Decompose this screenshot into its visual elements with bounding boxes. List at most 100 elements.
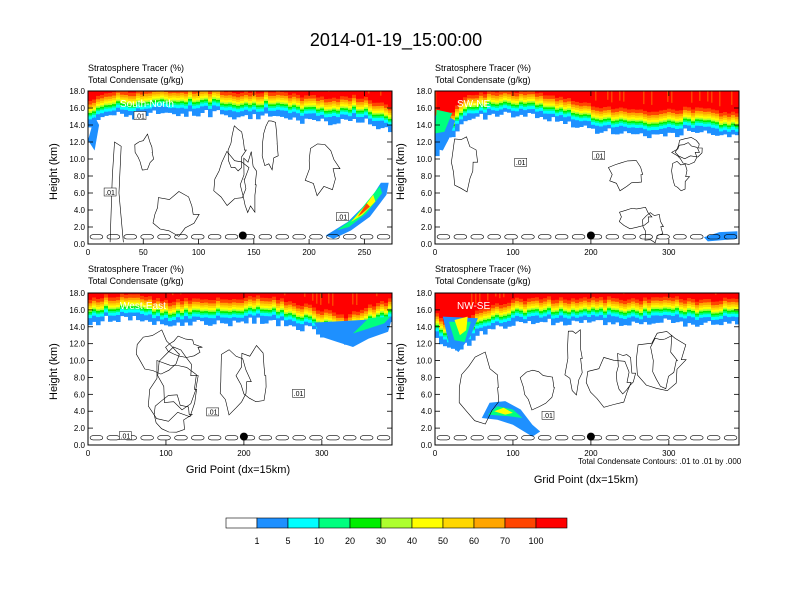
tracer-cell — [515, 305, 520, 309]
tracer-cell — [627, 305, 632, 308]
tracer-cell — [292, 318, 297, 322]
tracer-cell — [312, 95, 317, 99]
condensate-contour — [134, 133, 154, 171]
tracer-cell — [256, 295, 261, 300]
panel-3-xlabel: Grid Point (dx=15km) — [185, 464, 291, 476]
tracer-cell — [312, 293, 317, 308]
tracer-cell — [567, 310, 572, 313]
tracer-cell — [108, 111, 113, 116]
tracer-cell — [176, 100, 181, 103]
tracer-cell — [603, 309, 608, 312]
tracer-cell — [595, 117, 600, 120]
tracer-cell — [372, 102, 377, 107]
tracer-cell — [228, 318, 233, 327]
tracer-cell — [723, 112, 728, 116]
tracer-cell — [156, 98, 161, 101]
tracer-cell — [531, 313, 536, 317]
tracer-cell — [148, 304, 153, 307]
tracer-cell — [435, 325, 440, 327]
tracer-cell — [268, 104, 273, 107]
tracer-cell — [439, 329, 444, 332]
tracer-cell — [651, 307, 656, 310]
tracer-cell — [595, 308, 600, 311]
tracer-cell — [539, 314, 544, 318]
tracer-cell — [136, 91, 141, 94]
tracer-cell — [96, 101, 101, 105]
tracer-cell — [192, 96, 197, 99]
tracer-cell — [659, 125, 664, 130]
tracer-cell — [176, 293, 181, 300]
tracer-cell — [364, 105, 369, 108]
tracer-cell — [575, 299, 580, 304]
tracer-cell — [256, 298, 261, 302]
tracer-cell — [435, 326, 440, 329]
tracer-cell — [543, 105, 548, 108]
tracer-cell — [551, 306, 556, 309]
tracer-cell — [499, 103, 504, 106]
tracer-cell — [479, 106, 484, 108]
tracer-cell — [611, 298, 616, 302]
tracer-cell — [627, 311, 632, 314]
tracer-cell — [487, 96, 492, 99]
tracer-cell — [687, 107, 692, 111]
tracer-cell — [356, 110, 361, 113]
tracer-cell — [288, 102, 293, 106]
tracer-cell — [495, 98, 500, 101]
tracer-cell — [324, 319, 329, 322]
tracer-cell — [639, 121, 644, 124]
tracer-cell — [567, 318, 572, 325]
tracer-cell — [459, 107, 464, 110]
tracer-cell — [603, 311, 608, 314]
x-tick-label: 300 — [662, 248, 676, 257]
tracer-cell — [320, 102, 325, 105]
tracer-cell — [567, 110, 572, 112]
tracer-cell — [531, 104, 536, 107]
tracer-cell — [583, 116, 588, 118]
tracer-cell — [268, 306, 273, 309]
tracer-cell — [332, 109, 337, 112]
tracer-cell — [196, 306, 201, 309]
tracer-cell — [703, 116, 708, 119]
tracer-cell — [380, 116, 385, 119]
panel-3-title-line-1: Stratosphere Tracer (%) — [88, 264, 185, 274]
tracer-cell — [160, 91, 165, 94]
tracer-cell — [711, 317, 716, 321]
tracer-cell — [268, 304, 273, 307]
tracer-cell — [599, 302, 604, 306]
tracer-cell — [208, 310, 213, 313]
tracer-cell — [252, 109, 257, 115]
tracer-cell — [288, 313, 293, 316]
condensate-contour — [376, 435, 391, 441]
tracer-cell — [615, 304, 620, 307]
tracer-cell — [284, 98, 289, 101]
tracer-cell — [667, 124, 672, 128]
tracer-cell — [719, 316, 724, 320]
panel-1-title-line-1: Stratosphere Tracer (%) — [88, 63, 185, 73]
condensate-contour — [674, 137, 703, 160]
tracer-cell — [643, 307, 648, 310]
tracer-cell — [707, 307, 712, 310]
condensate-contour — [123, 234, 137, 240]
tracer-cell — [300, 112, 305, 117]
tracer-cell — [248, 304, 253, 307]
tracer-cell — [719, 126, 724, 129]
tracer-cell — [439, 326, 444, 329]
tracer-cell — [312, 108, 317, 111]
tracer-cell — [571, 311, 576, 314]
tracer-cell — [88, 293, 93, 301]
tracer-cell — [611, 301, 616, 305]
tracer-cell — [324, 317, 329, 320]
tracer-cell — [344, 293, 349, 319]
tracer-cell — [132, 96, 137, 100]
tracer-cell — [256, 310, 261, 314]
tracer-cell — [459, 119, 464, 125]
condensate-contour — [109, 141, 124, 243]
tracer-cell — [148, 98, 153, 101]
tracer-cell — [388, 306, 392, 309]
tracer-cell — [180, 304, 185, 308]
tracer-cell — [635, 314, 640, 319]
tracer-cell — [683, 313, 688, 316]
tracer-cell — [232, 103, 237, 106]
condensate-contour — [227, 125, 247, 172]
tracer-cell — [184, 108, 189, 117]
